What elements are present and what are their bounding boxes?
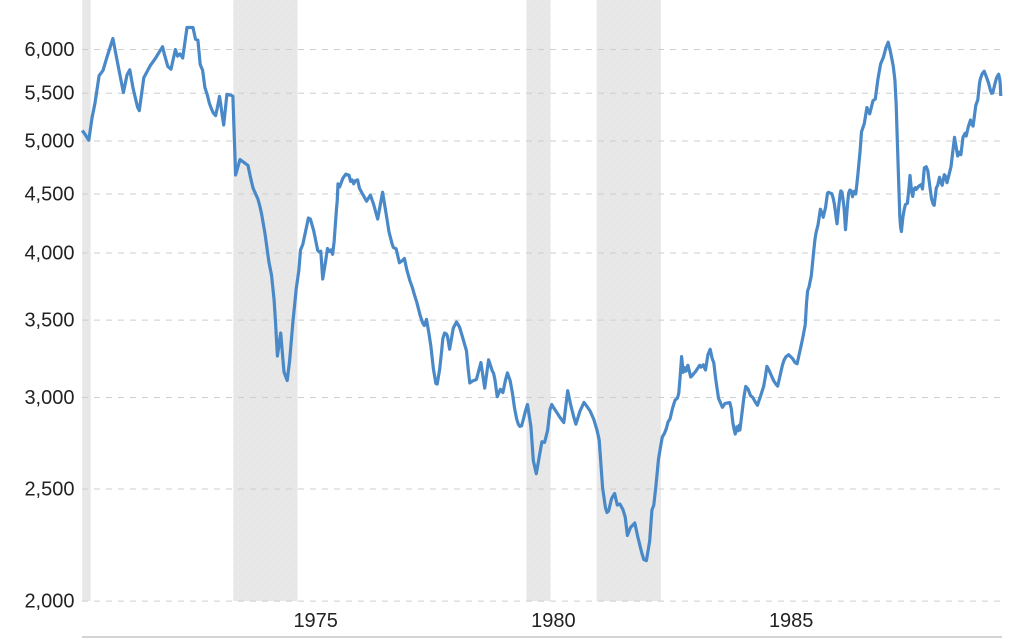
svg-text:6,000: 6,000	[24, 39, 74, 61]
svg-text:3,000: 3,000	[24, 387, 74, 409]
svg-text:2,500: 2,500	[24, 479, 74, 501]
svg-text:5,500: 5,500	[24, 83, 74, 105]
svg-text:4,000: 4,000	[24, 243, 74, 265]
svg-text:3,500: 3,500	[24, 310, 74, 332]
svg-text:1980: 1980	[531, 610, 576, 632]
svg-text:2,000: 2,000	[24, 591, 74, 613]
svg-text:5,000: 5,000	[24, 131, 74, 153]
svg-text:1975: 1975	[293, 610, 338, 632]
svg-text:4,500: 4,500	[24, 184, 74, 206]
svg-text:1985: 1985	[769, 610, 814, 632]
